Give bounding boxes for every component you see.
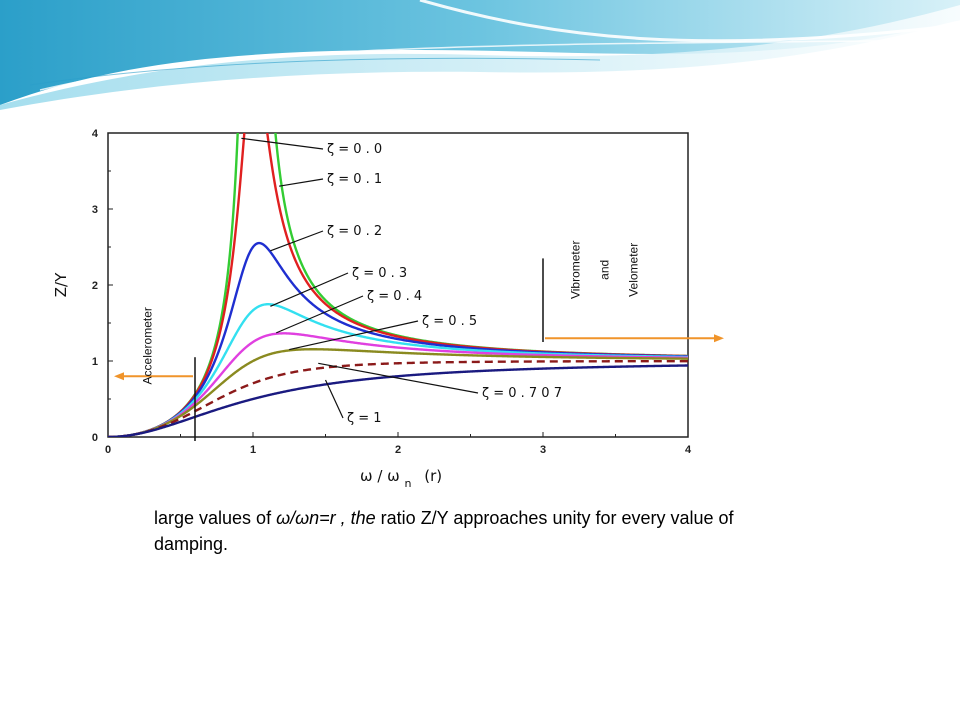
region-annotation: Accelerometer: [141, 307, 155, 384]
label-leader-line: [289, 320, 419, 351]
series-line: [108, 364, 688, 437]
series-line: [108, 348, 688, 437]
y-tick-label: 1: [92, 356, 98, 368]
caption-part-1: large values of: [154, 508, 277, 528]
label-leader-line: [324, 379, 344, 419]
series-line: [108, 332, 688, 437]
caption-italic: ω/ωn=r , the: [276, 508, 376, 528]
region-annotation: Vibrometer: [568, 241, 582, 299]
label-leader-line: [279, 178, 324, 187]
accelerometer-arrowhead: [114, 372, 124, 381]
series-label: ζ = 0 . 5: [422, 314, 477, 329]
damping-response-chart: 0 1 2 3 4 0 1 2 3 4 Accelerometer Vibrometer and Vel…: [52, 128, 724, 491]
label-leader-line: [241, 137, 324, 150]
series-label: ζ = 0 . 2: [327, 224, 382, 239]
series-label: ζ = 0 . 0: [327, 142, 382, 157]
series-labels: ζ = 0 . 0 ζ = 0 . 1 ζ = 0 . 2 ζ = 0 . 3 ζ = …: [241, 137, 562, 426]
vibrometer-arrowhead: [714, 334, 724, 343]
x-axis-label-subscript: n: [405, 477, 412, 490]
x-axis-label: ω / ω n (r): [360, 467, 442, 491]
series-label: ζ = 1: [347, 411, 382, 426]
y-tick-label: 3: [92, 204, 98, 216]
series-line: [108, 359, 688, 437]
y-tick-label: 0: [92, 432, 98, 444]
series-label: ζ = 0 . 4: [367, 289, 422, 304]
x-tick-label: 3: [540, 444, 546, 456]
x-tick-label: 1: [250, 444, 256, 456]
series-label: ζ = 0 . 7 0 7: [482, 386, 562, 401]
x-axis-label-suffix: (r): [424, 467, 442, 485]
region-annotation: Velometer: [626, 243, 640, 297]
x-tick-label: 2: [395, 444, 401, 456]
x-tick-label: 0: [105, 444, 111, 456]
series-label: ζ = 0 . 3: [352, 266, 407, 281]
region-annotation: and: [597, 260, 611, 280]
header-wave-banner: [0, 0, 960, 110]
label-leader-line: [318, 362, 479, 394]
caption-text: large values of ω/ωn=r , the ratio Z/Y a…: [154, 505, 794, 557]
x-tick-label: 4: [685, 444, 692, 456]
x-axis-label-main: ω / ω: [360, 467, 400, 485]
region-markers: Accelerometer Vibrometer and Velometer: [114, 241, 724, 441]
y-tick-label: 2: [92, 280, 98, 292]
chart-series: [108, 133, 688, 437]
label-leader-line: [270, 272, 349, 307]
label-leader-line: [270, 230, 324, 252]
label-leader-line: [275, 295, 364, 334]
series-label: ζ = 0 . 1: [327, 172, 382, 187]
y-tick-label: 4: [92, 128, 99, 140]
caption-part-2: ratio Z/Y approaches unity for every val…: [154, 508, 734, 554]
y-axis-label: Z/Y: [52, 272, 70, 297]
